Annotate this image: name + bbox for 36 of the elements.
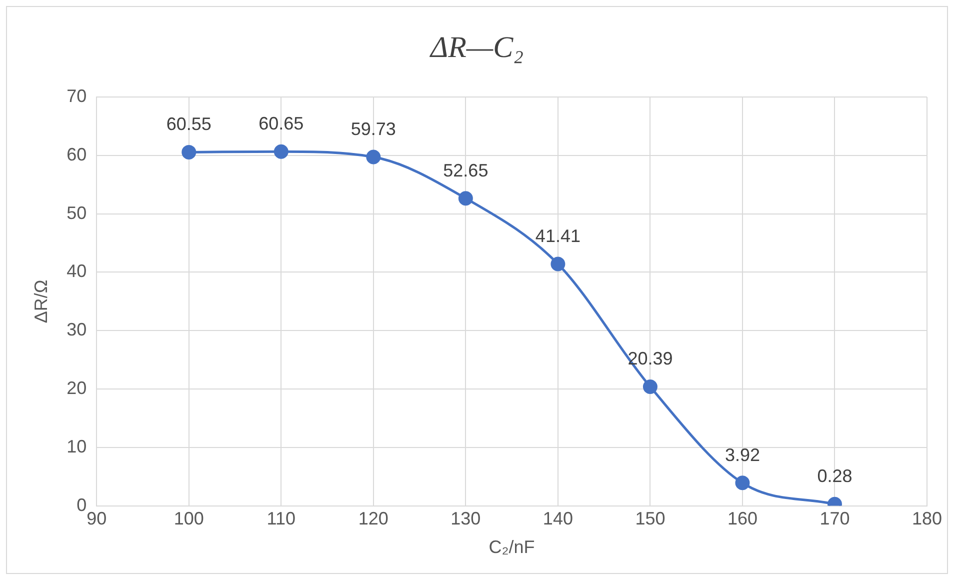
data-label: 60.65 bbox=[258, 114, 304, 134]
y-tick-label: 70 bbox=[66, 86, 87, 106]
x-tick-label: 170 bbox=[820, 508, 850, 529]
x-tick-label: 120 bbox=[358, 508, 388, 529]
x-tick-label: 140 bbox=[542, 508, 573, 529]
point bbox=[642, 379, 658, 394]
x-tick-label: 160 bbox=[727, 508, 758, 529]
x-tick-label: 180 bbox=[912, 508, 942, 529]
point bbox=[274, 144, 288, 159]
y-tick-label: 20 bbox=[66, 378, 87, 398]
data-label: 60.55 bbox=[166, 114, 212, 134]
y-tick-label: 60 bbox=[66, 144, 87, 164]
point bbox=[735, 476, 750, 490]
y-tick-label: 0 bbox=[76, 494, 87, 515]
point bbox=[182, 144, 196, 160]
x-tick-label: 130 bbox=[450, 508, 481, 529]
x-tick-label: 150 bbox=[635, 508, 666, 529]
data-label: 59.73 bbox=[350, 118, 396, 139]
point bbox=[366, 150, 381, 164]
y-tick-label: 10 bbox=[66, 436, 87, 456]
y-tick-label: 50 bbox=[66, 202, 87, 223]
x-tick-label: 110 bbox=[266, 508, 296, 529]
point bbox=[550, 256, 566, 272]
chart-title: ΔR—C₂ bbox=[429, 30, 524, 64]
y-tick-label: 30 bbox=[66, 320, 87, 340]
y-tick-label: 40 bbox=[66, 261, 87, 282]
data-label: 41.41 bbox=[535, 226, 580, 246]
data-label: 52.65 bbox=[443, 160, 488, 180]
y-axis-title: ΔR/Ω bbox=[30, 280, 51, 324]
point bbox=[458, 191, 473, 206]
x-axis-title: C₂/nF bbox=[488, 537, 535, 558]
data-label: 3.92 bbox=[724, 444, 760, 465]
x-tick-label: 90 bbox=[86, 508, 107, 529]
x-tick-label: 100 bbox=[174, 508, 204, 529]
data-label: 0.28 bbox=[817, 466, 852, 486]
data-label: 20.39 bbox=[628, 348, 673, 369]
